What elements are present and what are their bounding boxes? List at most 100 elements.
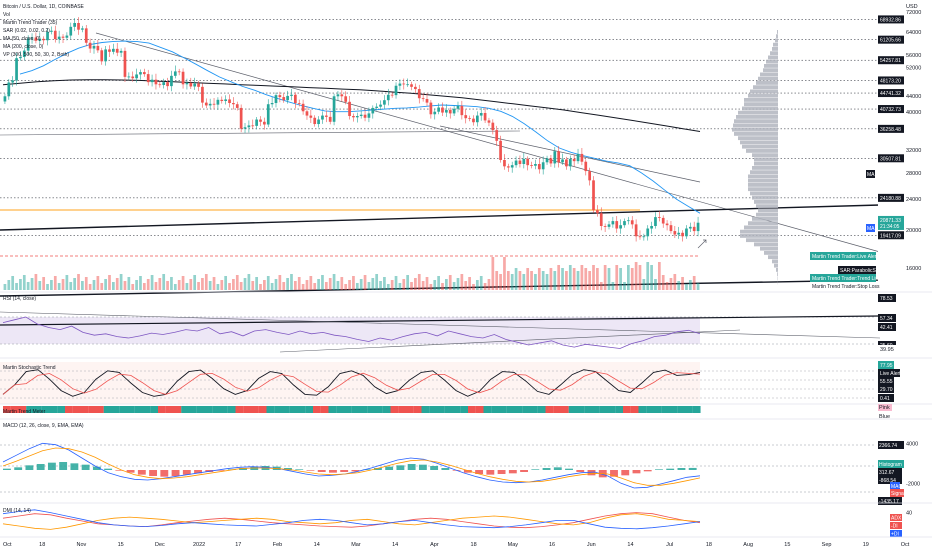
trendlines[interactable] bbox=[0, 32, 881, 297]
macd-histogram-bar bbox=[385, 466, 394, 470]
candle-body bbox=[278, 95, 282, 98]
price-level-label: 30507.81 bbox=[880, 156, 901, 162]
meter-cell bbox=[382, 406, 391, 413]
volume-profile bbox=[732, 30, 778, 285]
candle-body bbox=[297, 103, 301, 104]
indicator-tag bbox=[810, 252, 876, 260]
rsi-tag-label: 42.41 bbox=[880, 325, 893, 331]
meter-cell bbox=[437, 406, 445, 413]
candle-body bbox=[185, 82, 189, 85]
meter-cell bbox=[49, 406, 58, 413]
dmi-tick: 40 bbox=[906, 511, 912, 517]
current-price-label: 20871.33 bbox=[880, 218, 901, 224]
price-tick: 72000 bbox=[906, 10, 921, 16]
volume-bar bbox=[623, 282, 626, 290]
volume-bar bbox=[38, 281, 42, 290]
price-tick: 64000 bbox=[906, 30, 921, 36]
macd-pane[interactable]: MACD (12, 26, close, 9, EMA, EMA) 4000 -2… bbox=[0, 418, 932, 505]
volume-bar bbox=[131, 284, 135, 290]
rsi-pane[interactable]: RSI (14, close) 57.3442.4125.6039.9578.5… bbox=[0, 291, 932, 353]
time-axis[interactable]: Oct 18 Nov 15 Dec 2022 17 Feb 14 Mar 14 Apr 18 May 16 J… bbox=[3, 542, 910, 548]
indicator-tag bbox=[838, 266, 876, 274]
stoch-tag-label: 55.55 bbox=[880, 379, 893, 385]
macd-histogram-bar bbox=[92, 466, 101, 470]
candle-body bbox=[572, 158, 576, 162]
volume-bar bbox=[557, 265, 561, 290]
macd-tag-label: 2366.74 bbox=[879, 443, 897, 449]
macd-histogram-bar bbox=[508, 470, 517, 474]
profile-bar bbox=[746, 149, 778, 153]
price-tags: 68932.86 61205.66 54257.81 48173.20 44741.32… bbox=[810, 15, 904, 290]
candle-body bbox=[290, 94, 293, 96]
meter-cell bbox=[483, 406, 492, 413]
trend-meter-pane[interactable]: Martin Trend Meter Pink Blue bbox=[0, 403, 932, 420]
meter-cell bbox=[134, 406, 143, 413]
profile-bar bbox=[750, 170, 778, 175]
volume-bar bbox=[201, 278, 204, 290]
candle-body bbox=[216, 99, 220, 105]
volume-bar bbox=[638, 265, 642, 290]
candle-body bbox=[491, 122, 495, 131]
profile-bar bbox=[748, 93, 778, 98]
candle-body bbox=[445, 110, 448, 113]
meter-cell bbox=[251, 406, 259, 413]
candle-body bbox=[232, 103, 235, 105]
profile-bar bbox=[754, 157, 778, 162]
meter-cell bbox=[537, 406, 546, 413]
candle-body bbox=[685, 228, 688, 237]
candle-body bbox=[255, 119, 258, 126]
volume-bar bbox=[499, 274, 502, 290]
profile-bar bbox=[754, 200, 778, 204]
candle-body bbox=[522, 158, 526, 165]
candle-body bbox=[282, 97, 286, 101]
meter-cell bbox=[661, 406, 670, 413]
candle-body bbox=[313, 117, 317, 125]
volume-bar bbox=[317, 279, 320, 290]
meter-cell bbox=[72, 406, 81, 413]
meter-cell bbox=[227, 406, 236, 413]
dmi-tag bbox=[890, 514, 902, 521]
stochastic-pane[interactable]: Martin Stochastic Trend 77.95 Live Alert 5… bbox=[0, 357, 932, 404]
dmi-pane[interactable]: DMI (14, 14) 40 ADX -DI +DI bbox=[0, 502, 932, 538]
dmi-tags: ADX -DI +DI bbox=[890, 514, 902, 538]
candle-body bbox=[526, 158, 530, 166]
profile-bar bbox=[766, 59, 778, 64]
candle-body bbox=[146, 74, 150, 83]
volume-bar bbox=[228, 283, 231, 290]
profile-bar bbox=[764, 64, 778, 68]
meter-cell bbox=[282, 406, 290, 413]
meter-cell bbox=[103, 406, 112, 413]
price-pane[interactable] bbox=[0, 0, 881, 297]
rsi-title: RSI (14, close) bbox=[3, 296, 36, 302]
dmi-axis-ticks: 40 bbox=[906, 511, 912, 517]
candle-body bbox=[359, 114, 363, 117]
profile-bar bbox=[768, 55, 778, 60]
volume-bar bbox=[599, 282, 603, 290]
candle-body bbox=[607, 224, 611, 227]
dmi-tag bbox=[890, 522, 902, 529]
price-level-label: 68932.86 bbox=[880, 17, 901, 23]
candle-body bbox=[19, 56, 22, 59]
meter-cell bbox=[204, 406, 213, 413]
volume-bar bbox=[112, 282, 115, 290]
dmi-title: DMI (14, 14) bbox=[3, 508, 31, 514]
profile-bar bbox=[777, 272, 778, 277]
volume-bar bbox=[305, 280, 309, 290]
profile-bar bbox=[772, 259, 778, 264]
profile-bar bbox=[756, 204, 778, 209]
volume-bar bbox=[650, 265, 653, 290]
volume-bar bbox=[100, 283, 104, 290]
candle-body bbox=[406, 84, 410, 86]
date-tick: Feb bbox=[273, 542, 282, 548]
volume-bar bbox=[115, 278, 119, 290]
volume-bar bbox=[282, 282, 286, 290]
symbol-title: Bitcoin / U.S. Dollar, 1D, COINBASE bbox=[3, 4, 85, 10]
macd-tag-label: 312.67 bbox=[879, 470, 895, 476]
ma-tag bbox=[866, 170, 875, 178]
volume-bar bbox=[530, 271, 533, 290]
candle-body bbox=[332, 96, 336, 122]
candle-body bbox=[61, 36, 65, 38]
signal-line bbox=[2, 447, 701, 486]
dmi-tag bbox=[890, 530, 902, 537]
